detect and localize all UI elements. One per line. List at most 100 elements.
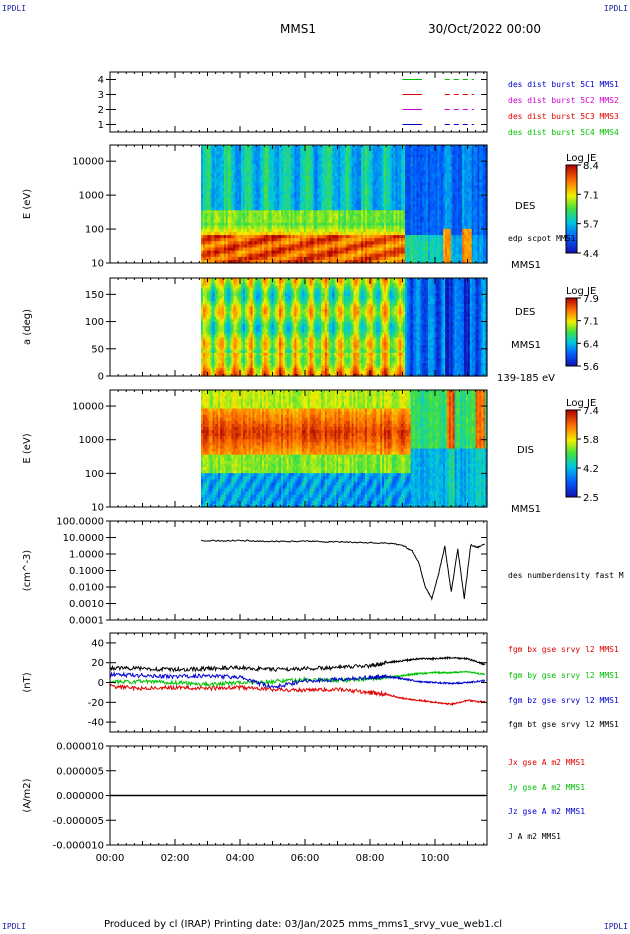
heatmap-cell (204, 207, 208, 211)
heatmap-cell (229, 145, 233, 149)
heatmap-cell (300, 154, 303, 159)
heatmap-cell (315, 210, 318, 214)
heatmap-cell (342, 259, 345, 264)
heatmap-cell (303, 172, 307, 177)
heatmap-cell (307, 182, 311, 186)
heatmap-cell (321, 225, 324, 230)
heatmap-cell (252, 157, 255, 162)
heatmap-cell (214, 157, 217, 162)
heatmap-cell (347, 207, 351, 211)
heatmap-cell (317, 259, 320, 264)
heatmap-cell (221, 259, 225, 264)
heatmap-cell (336, 188, 339, 193)
heatmap-cell (324, 191, 328, 196)
heatmap-cell (307, 176, 311, 180)
heatmap-cell (315, 228, 318, 233)
heatmap-cell (216, 172, 219, 177)
heatmap-cell (210, 169, 214, 174)
heatmap-cell (275, 241, 278, 245)
heatmap-cell (300, 182, 303, 186)
heatmap-cell (300, 222, 303, 227)
heatmap-cell (237, 169, 240, 174)
heatmap-cell (271, 148, 275, 152)
heatmap-cell (336, 216, 339, 221)
heatmap-cell (302, 191, 305, 196)
heatmap-cell (338, 241, 341, 245)
heatmap-cell (332, 256, 336, 261)
heatmap-cell (351, 225, 355, 230)
heatmap-cell (227, 244, 231, 249)
heatmap-cell (218, 222, 221, 227)
heatmap-cell (210, 213, 214, 218)
heatmap-cell (336, 172, 339, 177)
heatmap-cell (221, 204, 225, 208)
heatmap-cell (252, 235, 255, 239)
heatmap-cell (323, 225, 326, 230)
heatmap-cell (288, 185, 292, 190)
heatmap-cell (260, 216, 263, 221)
heatmap-cell (254, 247, 257, 252)
heatmap-cell (296, 256, 299, 261)
heatmap-cell (273, 225, 276, 230)
heatmap-cell (216, 166, 219, 171)
heatmap-cell (303, 253, 307, 258)
heatmap-cell (307, 163, 311, 168)
heatmap-cell (351, 169, 355, 174)
heatmap-cell (334, 231, 337, 236)
heatmap-cell (208, 197, 212, 202)
heatmap-cell (315, 154, 318, 159)
heatmap-cell (284, 160, 288, 165)
heatmap-cell (223, 219, 227, 224)
heatmap-cell (237, 253, 240, 258)
heatmap-cell (271, 244, 275, 249)
heatmap-cell (309, 216, 313, 221)
heatmap-cell (324, 247, 328, 252)
heatmap-cell (344, 253, 347, 258)
heatmap-cell (214, 148, 217, 152)
heatmap-cell (326, 148, 330, 152)
heatmap-cell (237, 235, 240, 239)
heatmap-cell (227, 204, 231, 208)
heatmap-cell (237, 163, 240, 168)
heatmap-cell (340, 207, 343, 211)
heatmap-cell (229, 210, 233, 214)
heatmap-cell (218, 200, 221, 205)
heatmap-cell (311, 166, 315, 171)
heatmap-cell (208, 216, 212, 221)
heatmap-cell (315, 188, 318, 193)
heatmap-cell (340, 148, 343, 152)
heatmap-cell (227, 151, 231, 155)
heatmap-cell (221, 235, 225, 239)
heatmap-cell (351, 179, 355, 183)
heatmap-cell (263, 253, 267, 258)
heatmap-cell (296, 225, 299, 230)
heatmap-cell (233, 151, 236, 155)
heatmap-cell (263, 160, 267, 165)
heatmap-cell (201, 145, 204, 149)
heatmap-cell (338, 197, 341, 202)
heatmap-cell (235, 176, 238, 180)
heatmap-cell (218, 231, 221, 236)
heatmap-cell (351, 194, 355, 199)
heatmap-cell (206, 166, 210, 171)
heatmap-cell (353, 154, 357, 159)
heatmap-cell (237, 247, 240, 252)
heatmap-cell (216, 207, 219, 211)
heatmap-cell (214, 247, 217, 252)
heatmap-cell (275, 213, 278, 218)
heatmap-cell (286, 219, 290, 224)
heatmap-cell (340, 235, 343, 239)
heatmap-cell (237, 250, 240, 255)
heatmap-cell (206, 228, 210, 233)
heatmap-cell (324, 213, 328, 218)
heatmap-cell (353, 200, 357, 205)
heatmap-cell (315, 185, 318, 190)
heatmap-cell (281, 219, 284, 224)
heatmap-cell (220, 194, 223, 199)
heatmap-cell (342, 200, 345, 205)
heatmap-cell (292, 225, 296, 230)
heatmap-cell (242, 207, 246, 211)
heatmap-cell (260, 176, 263, 180)
heatmap-cell (233, 207, 236, 211)
heatmap-cell (349, 231, 353, 236)
